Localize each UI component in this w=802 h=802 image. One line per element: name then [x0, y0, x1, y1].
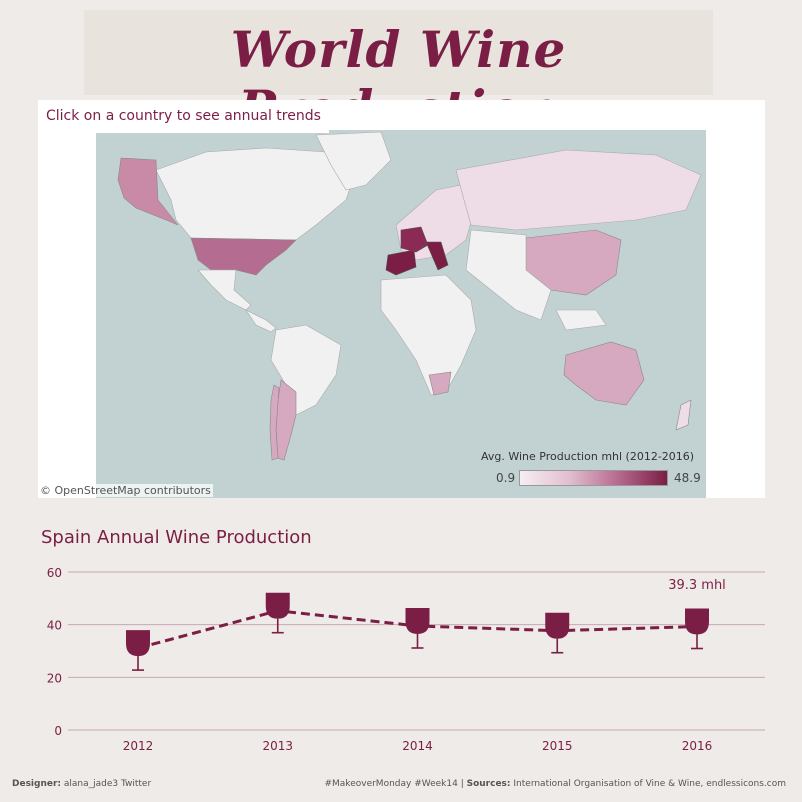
- legend-color-scale: [519, 470, 668, 486]
- title-banner: World Wine Production: [84, 10, 713, 138]
- map-country-alaska[interactable]: [117, 157, 179, 226]
- chart-title: Spain Annual Wine Production: [41, 527, 312, 548]
- map-attribution[interactable]: © OpenStreetMap contributors: [38, 484, 213, 497]
- map-central-america[interactable]: [245, 309, 277, 333]
- map-asia-other[interactable]: [465, 229, 552, 321]
- wine-glass-icon[interactable]: [126, 630, 150, 671]
- x-tick-label: 2014: [402, 739, 433, 753]
- map-country-canada[interactable]: [155, 147, 357, 241]
- chart-markers: [126, 592, 709, 671]
- x-tick-label: 2015: [542, 739, 573, 753]
- designer-label: Designer:: [12, 779, 62, 789]
- x-tick-label: 2013: [262, 739, 293, 753]
- map-country-italy[interactable]: [425, 241, 449, 271]
- chart-y-ticks: 0 20 40 60: [47, 566, 62, 738]
- map-country-new-zealand[interactable]: [675, 399, 692, 431]
- world-map-svg: [117, 131, 702, 461]
- x-tick-label: 2012: [123, 739, 154, 753]
- map-country-south-africa[interactable]: [428, 371, 452, 396]
- map-country-usa[interactable]: [190, 237, 297, 276]
- footer-designer: Designer: alana_jade3 Twitter: [12, 779, 151, 789]
- wine-glass-icon[interactable]: [265, 592, 290, 634]
- y-tick-label: 20: [47, 671, 62, 685]
- wine-glass-icon[interactable]: [545, 612, 570, 654]
- designer-value: alana_jade3 Twitter: [63, 779, 152, 789]
- legend-min-label: 0.9: [496, 471, 516, 485]
- y-tick-label: 40: [47, 619, 62, 633]
- map-country-greenland[interactable]: [315, 131, 392, 191]
- legend-max-label: 48.9: [674, 471, 701, 485]
- wine-glass-icon[interactable]: [405, 607, 430, 649]
- footer-tags: #MakeoverMonday #Week14 |: [324, 779, 467, 789]
- legend-title: Avg. Wine Production mhl (2012-2016): [481, 450, 695, 463]
- chart-x-ticks: 2012 2013 2014 2015 2016: [123, 739, 713, 753]
- sources-value: International Organisation of Vine & Win…: [513, 779, 786, 789]
- map-islands: [555, 309, 607, 331]
- sources-label: Sources:: [466, 779, 511, 789]
- y-tick-label: 0: [54, 724, 62, 738]
- map-country-mexico[interactable]: [197, 269, 252, 311]
- map-country-chile[interactable]: [269, 384, 280, 461]
- map-africa[interactable]: [380, 274, 477, 396]
- map-country-australia[interactable]: [563, 341, 645, 406]
- x-tick-label: 2016: [682, 739, 713, 753]
- chart-annotations: 39.3 mhl: [668, 578, 726, 593]
- wine-glass-icon[interactable]: [685, 608, 709, 650]
- map-country-france[interactable]: [400, 226, 429, 253]
- map-instruction: Click on a country to see annual trends: [38, 100, 329, 133]
- y-tick-label: 60: [47, 566, 62, 580]
- chart-gridlines: [68, 571, 765, 731]
- footer-sources: #MakeoverMonday #Week14 | Sources: Inter…: [324, 779, 786, 789]
- value-label-2016: 39.3 mhl: [668, 578, 726, 593]
- world-map[interactable]: [96, 130, 706, 498]
- map-country-russia[interactable]: [455, 149, 702, 231]
- map-country-spain[interactable]: [385, 249, 417, 276]
- map-panel: Click on a country to see annual trends …: [38, 100, 765, 498]
- line-chart: 0 20 40 60 2012 2013 2014 2015 2016 39.3 mhl: [47, 566, 765, 753]
